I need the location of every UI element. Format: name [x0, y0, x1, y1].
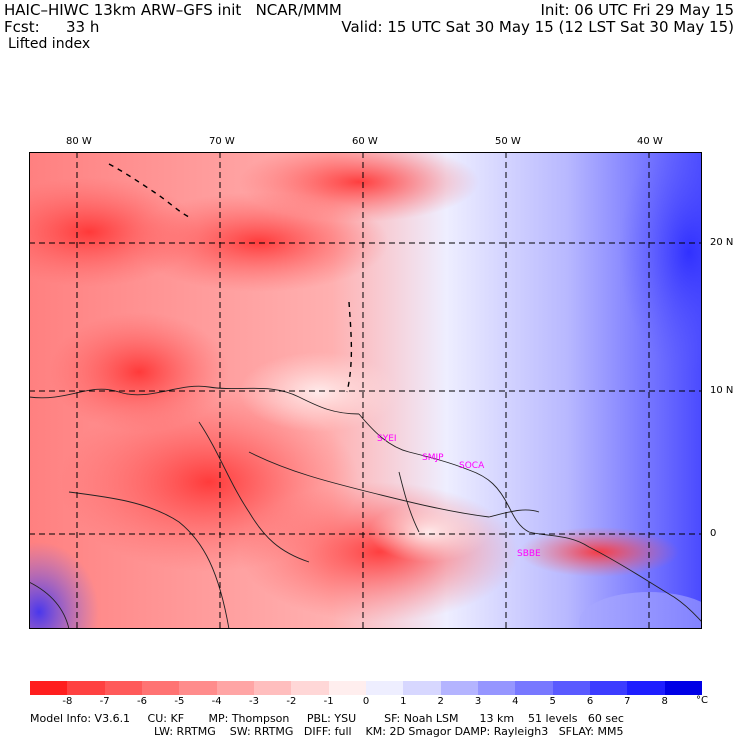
colorbar-segment: [179, 681, 218, 695]
forecast-hour: 33 h: [66, 18, 100, 36]
colorbar-segment: [552, 681, 591, 695]
model-info-line1: Model Info: V3.6.1 CU: KF MP: Thompson P…: [30, 712, 624, 725]
colorbar-tick-label: 6: [586, 696, 594, 707]
lon-label-50w: 50 W: [495, 136, 521, 147]
plot-title: HAIC–HIWC 13km ARW–GFS init NCAR/MMM: [4, 1, 342, 19]
colorbar-tick-label: -7: [99, 696, 110, 707]
colorbar-tick-label: -6: [137, 696, 147, 707]
station-label: SOCA: [459, 461, 485, 471]
colorbar-segment: [142, 681, 180, 695]
init-time: Init: 06 UTC Fri 29 May 15: [540, 1, 734, 19]
station-label: SBBE: [517, 549, 541, 559]
colorbar-segment: [104, 681, 143, 695]
colorbar-segment: [627, 681, 666, 695]
colorbar-tick-label: -2: [286, 696, 297, 707]
colorbar-segment: [366, 681, 404, 695]
colorbar-tick-label: 4: [512, 696, 519, 707]
station-label: SMJP: [422, 453, 444, 463]
colorbar-segment: [216, 681, 255, 695]
lifted-index-map: SYEI SMJP SOCA SBBE: [29, 152, 702, 629]
stable-region: [29, 542, 99, 629]
island-outline: [108, 163, 353, 393]
lon-label-60w: 60 W: [352, 136, 378, 147]
colorbar-tick-label: -3: [249, 696, 259, 707]
unstable-region: [239, 482, 519, 622]
lon-label-70w: 70 W: [209, 136, 235, 147]
stable-region: [619, 152, 702, 372]
colorbar-tick-label: 0: [362, 696, 370, 707]
lon-label-40w: 40 W: [637, 136, 663, 147]
colorbar-segment: [328, 681, 367, 695]
colorbar-tick-label: -1: [323, 696, 334, 707]
colorbar-segment: [590, 681, 628, 695]
colorbar-segment: [291, 681, 330, 695]
colorbar-tick-label: 1: [400, 696, 407, 707]
lat-label-10n: 10 N: [710, 385, 734, 396]
forecast-label: Fcst:: [4, 18, 40, 36]
colorbar-tick-label: 5: [549, 696, 556, 707]
colorbar-segment: [515, 681, 554, 695]
map-frame: [29, 152, 702, 629]
unstable-region: [129, 192, 389, 292]
station-label: SYEI: [377, 434, 397, 444]
model-info-line2: LW: RRTMG SW: RRTMG DIFF: full KM: 2D Sm…: [154, 725, 624, 738]
colorbar-segment: [403, 681, 442, 695]
colorbar-unit: °C: [696, 695, 708, 706]
colorbar-tick-label: 3: [474, 696, 482, 707]
lon-label-80w: 80 W: [66, 136, 92, 147]
colorbar-segment: [30, 681, 68, 695]
colorbar-tick-label: 7: [624, 696, 631, 707]
colorbar-tick-label: -4: [211, 696, 222, 707]
neutral-region: [239, 352, 399, 432]
colorbar-tick-label: 8: [661, 696, 668, 707]
colorbar-segment: [440, 681, 479, 695]
field-name: Lifted index: [8, 36, 91, 52]
colorbar-segment: [254, 681, 292, 695]
colorbar-segment: [67, 681, 106, 695]
colorbar-segment: [478, 681, 516, 695]
graticule: [29, 152, 702, 629]
colorbar-tick-label: -8: [62, 696, 73, 707]
colorbar-segment: [664, 681, 703, 695]
colorbar-tick-label: 2: [437, 696, 444, 707]
neutral-region: [369, 502, 489, 562]
stable-region: [579, 592, 702, 629]
coastlines: [29, 385, 702, 629]
lat-label-eq: 0: [710, 528, 717, 539]
valid-time: Valid: 15 UTC Sat 30 May 15 (12 LST Sat …: [341, 18, 734, 36]
lat-label-20n: 20 N: [710, 237, 734, 248]
colorbar-tick-label: -5: [174, 696, 185, 707]
